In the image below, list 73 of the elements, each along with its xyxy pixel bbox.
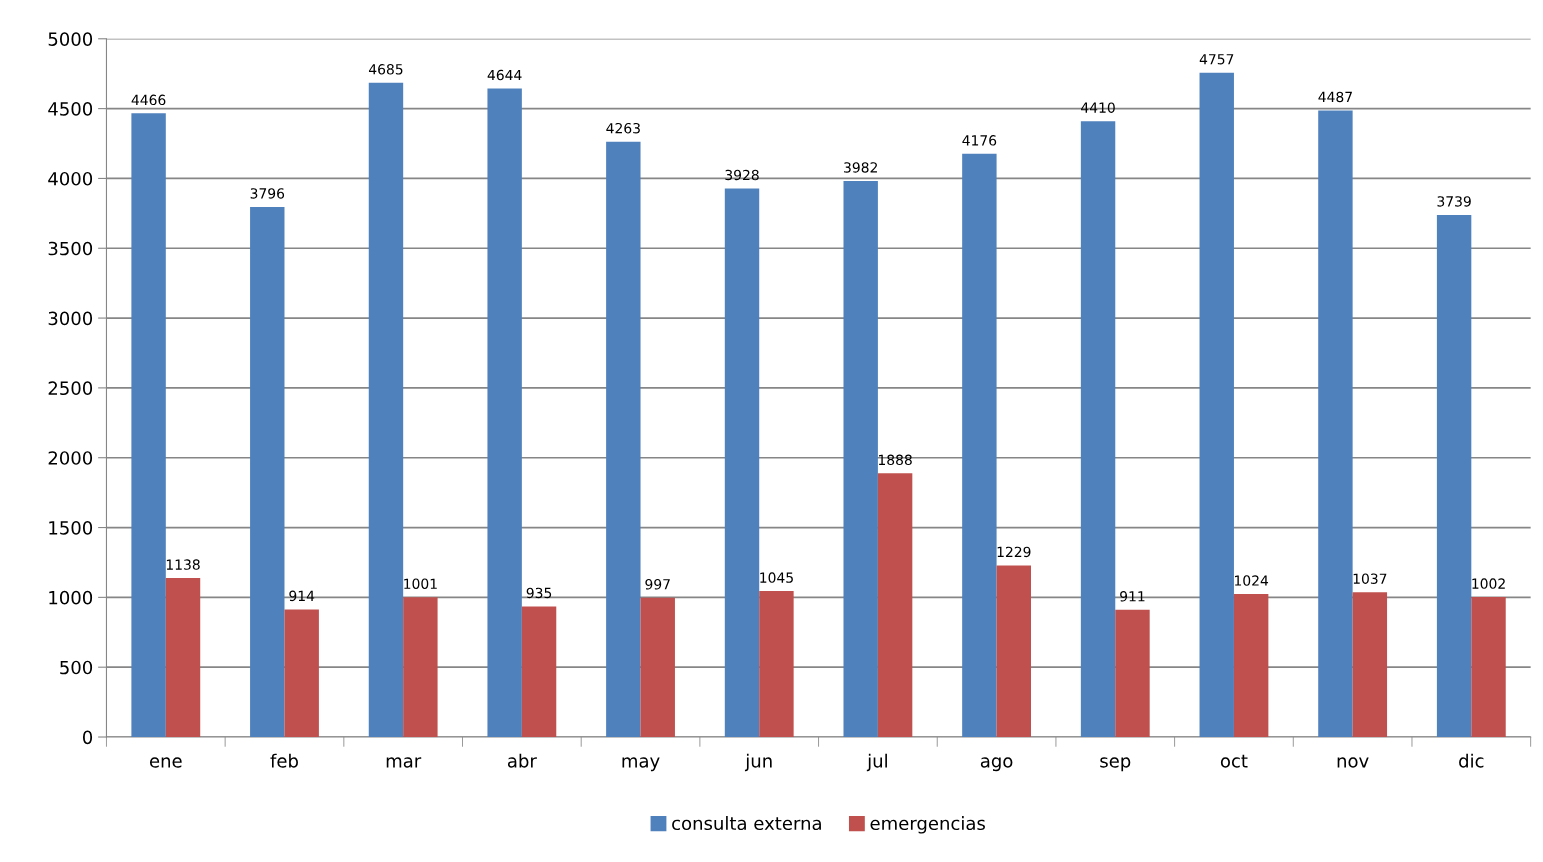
x-tick-label: dic — [1459, 753, 1484, 768]
data-label: 1037 — [1353, 573, 1387, 584]
data-label: 1229 — [997, 546, 1031, 558]
x-tick-label: abr — [507, 753, 537, 768]
bar — [1318, 110, 1353, 738]
legend-label: consulta externa — [672, 816, 821, 831]
legend-label: emergencias — [870, 816, 985, 834]
x-tick-label: ago — [980, 757, 1013, 772]
x-tick-label: mar — [386, 757, 422, 768]
bar — [284, 609, 319, 738]
data-label: 3739 — [1437, 196, 1471, 207]
bar — [1233, 594, 1269, 738]
bar — [843, 180, 878, 738]
data-label: 3928 — [725, 169, 759, 181]
data-label: 4644 — [487, 69, 522, 81]
data-label: 3796 — [250, 188, 285, 199]
data-label: 3982 — [844, 162, 877, 173]
bar — [521, 606, 557, 738]
bar — [962, 153, 997, 738]
data-label: 1024 — [1235, 575, 1269, 586]
bar — [250, 206, 285, 738]
x-tick-label: jul — [866, 753, 887, 772]
x-tick-label: feb — [270, 753, 298, 768]
y-tick-label: 5000 — [48, 32, 93, 46]
data-label: 1045 — [760, 572, 793, 583]
y-tick-label: 0 — [82, 730, 93, 745]
bar — [1352, 592, 1388, 738]
x-tick-label: jun — [744, 753, 772, 772]
x-tick-label: sep — [1100, 757, 1131, 772]
bar — [165, 578, 201, 738]
bar — [724, 188, 760, 738]
y-tick-label: 3500 — [48, 241, 93, 256]
bar — [606, 141, 641, 738]
data-label: 1888 — [878, 454, 912, 466]
y-tick-label: 500 — [60, 660, 93, 675]
data-label: 4466 — [131, 94, 166, 106]
y-tick-label: 1500 — [49, 521, 93, 535]
data-label: 4757 — [1199, 54, 1234, 65]
y-tick-label: 4000 — [48, 171, 93, 186]
y-tick-label: 1000 — [49, 590, 93, 605]
data-label: 4487 — [1318, 91, 1352, 103]
data-label: 997 — [645, 579, 670, 590]
bar — [1199, 72, 1234, 738]
x-tick-label: ene — [149, 757, 182, 768]
data-label: 1002 — [1472, 578, 1505, 589]
bar — [640, 597, 675, 738]
bar — [1471, 597, 1506, 738]
bar — [1436, 214, 1472, 738]
bar — [1115, 609, 1150, 738]
bar — [996, 565, 1031, 738]
y-tick-label: 3000 — [48, 311, 93, 326]
data-label: 1138 — [166, 559, 200, 570]
bar — [877, 473, 913, 738]
bar — [1080, 121, 1116, 738]
x-tick-label: oct — [1220, 754, 1248, 768]
bar — [759, 591, 794, 738]
bar — [403, 597, 438, 738]
data-label: 4410 — [1081, 102, 1115, 113]
bar — [368, 82, 404, 738]
y-tick-label: 2500 — [48, 381, 93, 396]
x-tick-label: nov — [1337, 757, 1369, 768]
data-label: 1001 — [404, 578, 437, 589]
bar — [131, 113, 166, 738]
y-tick-label: 2000 — [48, 451, 93, 465]
data-label: 4176 — [962, 135, 997, 146]
data-label: 4685 — [368, 64, 403, 75]
data-label: 911 — [1120, 591, 1145, 602]
data-label: 914 — [289, 590, 315, 602]
data-label: 4263 — [606, 122, 640, 134]
bar — [487, 88, 522, 738]
y-tick-label: 4500 — [48, 102, 93, 116]
data-label: 935 — [526, 587, 552, 599]
x-tick-label: may — [622, 757, 660, 772]
